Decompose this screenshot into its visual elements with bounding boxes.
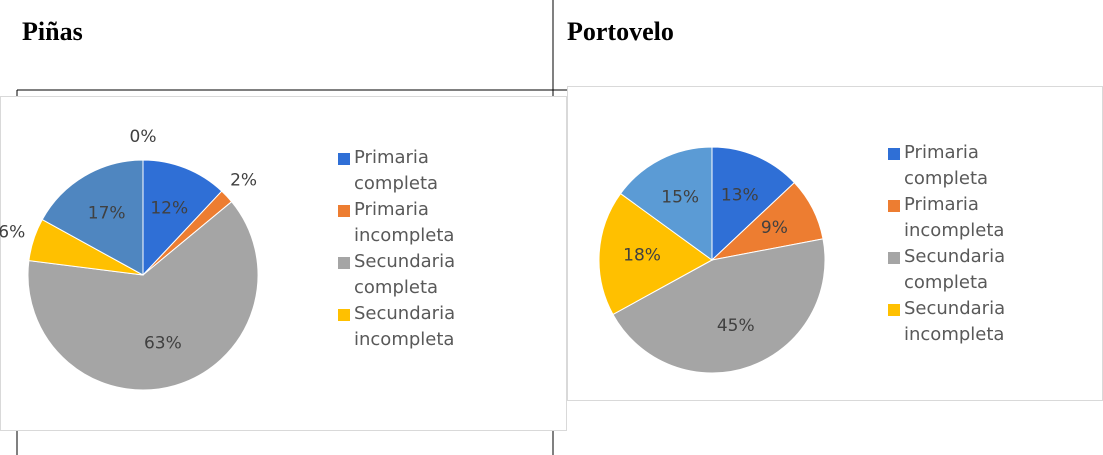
data-label: 15% bbox=[661, 188, 699, 208]
legend-label: Secundaria incompleta bbox=[904, 298, 1006, 345]
data-label: 12% bbox=[150, 199, 188, 219]
legend-item: Secundaria completa bbox=[336, 249, 466, 301]
data-label: 13% bbox=[721, 186, 759, 206]
legend-item: Primaria incompleta bbox=[336, 197, 466, 249]
pie-slice bbox=[711, 146, 796, 262]
legend-swatch bbox=[888, 252, 900, 264]
pie-slice bbox=[612, 238, 826, 374]
data-label: 18% bbox=[623, 246, 661, 266]
data-label: 6% bbox=[0, 222, 25, 242]
legend-label: Secundaria incompleta bbox=[354, 303, 456, 350]
data-label: 9% bbox=[761, 218, 788, 238]
legend-swatch bbox=[888, 148, 900, 160]
legend-item: Secundaria incompleta bbox=[336, 301, 466, 353]
pie-slice bbox=[619, 146, 713, 261]
cell-title: Portovelo bbox=[567, 17, 674, 46]
data-label: 45% bbox=[717, 316, 755, 336]
legend-swatch bbox=[338, 205, 350, 217]
legend: Primaria completa Primaria incompleta Secu… bbox=[886, 140, 1016, 348]
legend-item: Primaria completa bbox=[886, 140, 1016, 192]
legend-item: Secundaria completa bbox=[886, 244, 1016, 296]
legend-swatch bbox=[338, 257, 350, 269]
cell-title: Piñas bbox=[22, 17, 83, 46]
data-label: 63% bbox=[144, 333, 182, 353]
data-label: 2% bbox=[230, 171, 257, 191]
legend-swatch bbox=[338, 309, 350, 321]
legend-label: Primaria incompleta bbox=[904, 194, 1005, 241]
legend-label: Secundaria completa bbox=[904, 246, 1006, 293]
legend-swatch bbox=[888, 200, 900, 212]
legend-label: Primaria completa bbox=[354, 147, 439, 194]
legend-label: Primaria incompleta bbox=[354, 199, 455, 246]
data-label: 0% bbox=[130, 127, 157, 147]
data-label: 17% bbox=[88, 204, 126, 224]
legend-label: Secundaria completa bbox=[354, 251, 456, 298]
legend-swatch bbox=[338, 153, 350, 165]
pie-slice bbox=[27, 200, 259, 391]
legend-item: Primaria incompleta bbox=[886, 192, 1016, 244]
legend-item: Secundaria incompleta bbox=[886, 296, 1016, 348]
pie-slice bbox=[41, 159, 144, 276]
legend: Primaria completa Primaria incompleta Secu… bbox=[336, 145, 466, 353]
legend-label: Primaria completa bbox=[904, 142, 989, 189]
pie-slice bbox=[142, 159, 223, 277]
legend-swatch bbox=[888, 304, 900, 316]
pie-slice bbox=[598, 192, 713, 316]
legend-item: Primaria completa bbox=[336, 145, 466, 197]
